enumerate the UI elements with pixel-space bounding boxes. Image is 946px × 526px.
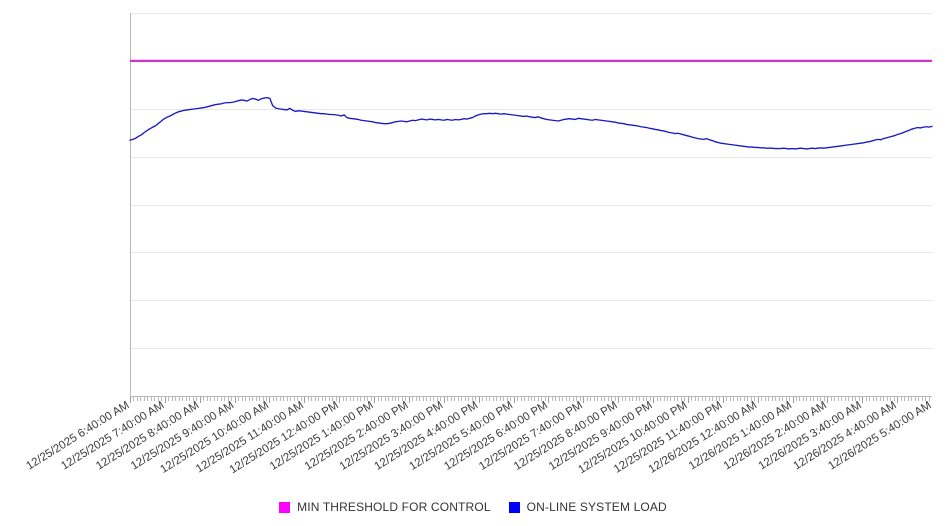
legend-label-on-line-system-load: ON-LINE SYSTEM LOAD <box>526 500 667 514</box>
x-axis-tick-marks <box>130 397 930 403</box>
plot-background <box>130 13 932 396</box>
load-line-path[interactable] <box>129 96 933 150</box>
plot-axes <box>130 13 932 397</box>
legend-item-min-threshold-for-control[interactable]: MIN THRESHOLD FOR CONTROL <box>279 500 491 514</box>
chart-legend: MIN THRESHOLD FOR CONTROL ON-LINE SYSTEM… <box>0 496 946 518</box>
legend-label-min-threshold-for-control: MIN THRESHOLD FOR CONTROL <box>297 500 491 514</box>
legend-swatch-magenta-icon <box>279 501 291 513</box>
legend-swatch-blue-icon <box>508 501 520 513</box>
legend-item-on-line-system-load[interactable]: ON-LINE SYSTEM LOAD <box>508 500 667 514</box>
series-on-line-system-load[interactable] <box>129 96 933 150</box>
